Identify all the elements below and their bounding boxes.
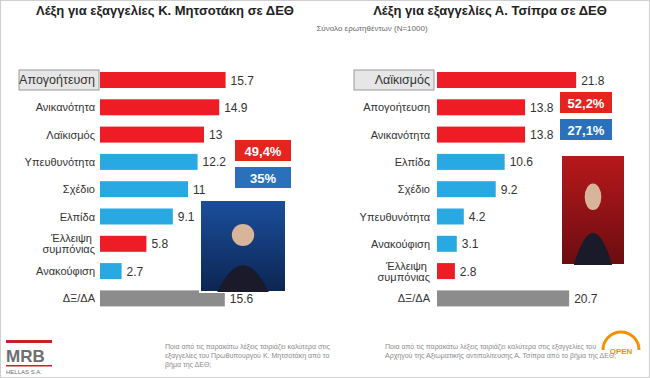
photo-figure bbox=[574, 233, 612, 265]
source-logo: HELLAS S.A. bbox=[6, 369, 42, 375]
category-label: Απογοήτευση bbox=[363, 101, 430, 113]
source-logo: MRB bbox=[6, 347, 45, 366]
chart-canvas: Σύνολο ερωτηθέντων (N=1000)Λέξη για εξαγ… bbox=[0, 0, 650, 378]
data-label: 12.2 bbox=[203, 155, 227, 169]
bar bbox=[437, 99, 525, 115]
category-label: Ανικανότητα bbox=[371, 129, 431, 141]
bar bbox=[437, 209, 464, 225]
category-label: ΔΞ/ΔΑ bbox=[63, 292, 96, 304]
chart-title: Λέξη για εξαγγελίες Α. Τσίπρα σε ΔΕΘ bbox=[373, 3, 607, 18]
page: Σύνολο ερωτηθέντων (N=1000)Λέξη για εξαγ… bbox=[0, 0, 650, 378]
total-box bbox=[235, 140, 291, 161]
photo-figure bbox=[585, 184, 602, 210]
logo-stripe bbox=[6, 340, 52, 343]
bar bbox=[437, 154, 505, 170]
photo-figure bbox=[232, 224, 254, 246]
total-label: 52,2% bbox=[568, 96, 605, 111]
label-highlight bbox=[19, 70, 99, 90]
category-label: Σχέδιο bbox=[398, 183, 430, 195]
bars bbox=[437, 72, 576, 306]
data-label: 9.1 bbox=[178, 210, 195, 224]
data-label: 2.7 bbox=[127, 265, 144, 279]
category-label: Απογοήτευση bbox=[19, 73, 95, 87]
bar bbox=[437, 263, 455, 279]
category-label: Ανικανότητα bbox=[36, 101, 96, 113]
question-note: Ποια από τις παρακάτω λέξεις ταιριάζει κ… bbox=[165, 342, 330, 369]
data-label: 20.7 bbox=[574, 292, 598, 306]
data-label: 11 bbox=[193, 183, 206, 197]
data-label: 2.8 bbox=[460, 265, 477, 279]
question-note: Ποια από τις παρακάτω λέξεις ταιριάζει κ… bbox=[385, 342, 620, 360]
bar bbox=[100, 154, 198, 170]
data-label: 13 bbox=[209, 128, 223, 142]
data-label: 13.8 bbox=[530, 101, 554, 115]
chart-panel: Λέξη για εξαγγελίες Κ. Μητσοτάκη σε ΔΕΘ Α… bbox=[6, 3, 294, 375]
bar bbox=[100, 236, 146, 252]
frame bbox=[1, 1, 650, 378]
data-label: 21.8 bbox=[581, 74, 605, 88]
data-label: 15.7 bbox=[231, 74, 255, 88]
category-label: Ελπίδα bbox=[395, 156, 431, 168]
category-label: ΔΞ/ΔΑ bbox=[398, 292, 431, 304]
total-label: 35% bbox=[250, 171, 276, 186]
data-label: 4.2 bbox=[469, 210, 486, 224]
category-label: Σχέδιο bbox=[63, 183, 95, 195]
total-box bbox=[235, 167, 291, 188]
bar bbox=[437, 236, 457, 252]
label-highlight bbox=[354, 70, 434, 90]
data-label: 13.8 bbox=[530, 128, 554, 142]
data-label: 9.2 bbox=[501, 183, 518, 197]
photo bbox=[200, 200, 286, 292]
data-label: 10.6 bbox=[510, 155, 534, 169]
bar bbox=[100, 99, 219, 115]
category-label: Λαϊκισμός bbox=[46, 129, 95, 141]
photo-figure bbox=[217, 265, 269, 292]
data-label: 3.1 bbox=[462, 237, 479, 251]
bar bbox=[100, 127, 204, 143]
total-box bbox=[560, 119, 612, 140]
category-label: Έλλειψη συμπόνιας bbox=[43, 232, 95, 255]
bar bbox=[437, 181, 496, 197]
data-label: 5.8 bbox=[151, 237, 168, 251]
category-label: Υπευθυνότητα bbox=[25, 156, 96, 168]
bar bbox=[437, 72, 576, 88]
bar bbox=[100, 72, 226, 88]
bar bbox=[100, 209, 173, 225]
category-label: Ανακούφιση bbox=[371, 238, 430, 250]
subtitle: Σύνολο ερωτηθέντων (N=1000) bbox=[316, 24, 427, 33]
total-label: 49,4% bbox=[245, 144, 282, 159]
chart-title: Λέξη για εξαγγελίες Κ. Μητσοτάκη σε ΔΕΘ bbox=[36, 3, 294, 18]
label-line: συμπόνιας bbox=[378, 271, 430, 283]
total-label: 27,1% bbox=[568, 123, 605, 138]
category-label: Υπευθυνότητα bbox=[360, 211, 431, 223]
category-label: Λαϊκισμός bbox=[375, 73, 430, 87]
category-label: Ελπίδα bbox=[60, 211, 96, 223]
logo-stripe bbox=[6, 365, 52, 367]
data-label: 14.9 bbox=[224, 101, 248, 115]
label-line: συμπόνιας bbox=[43, 243, 95, 255]
bar bbox=[437, 290, 569, 306]
chart-panel: Λέξη για εξαγγελίες Α. Τσίπρα σε ΔΕΘ Λαϊκ… bbox=[354, 3, 639, 356]
category-label: Ανακούφιση bbox=[36, 265, 95, 277]
bar bbox=[100, 181, 188, 197]
bar bbox=[437, 127, 525, 143]
data-label: 15.6 bbox=[230, 292, 254, 306]
category-label: Έλλειψη συμπόνιας bbox=[378, 260, 430, 283]
total-box bbox=[560, 92, 612, 113]
bar bbox=[100, 263, 122, 279]
photo bbox=[561, 155, 625, 265]
